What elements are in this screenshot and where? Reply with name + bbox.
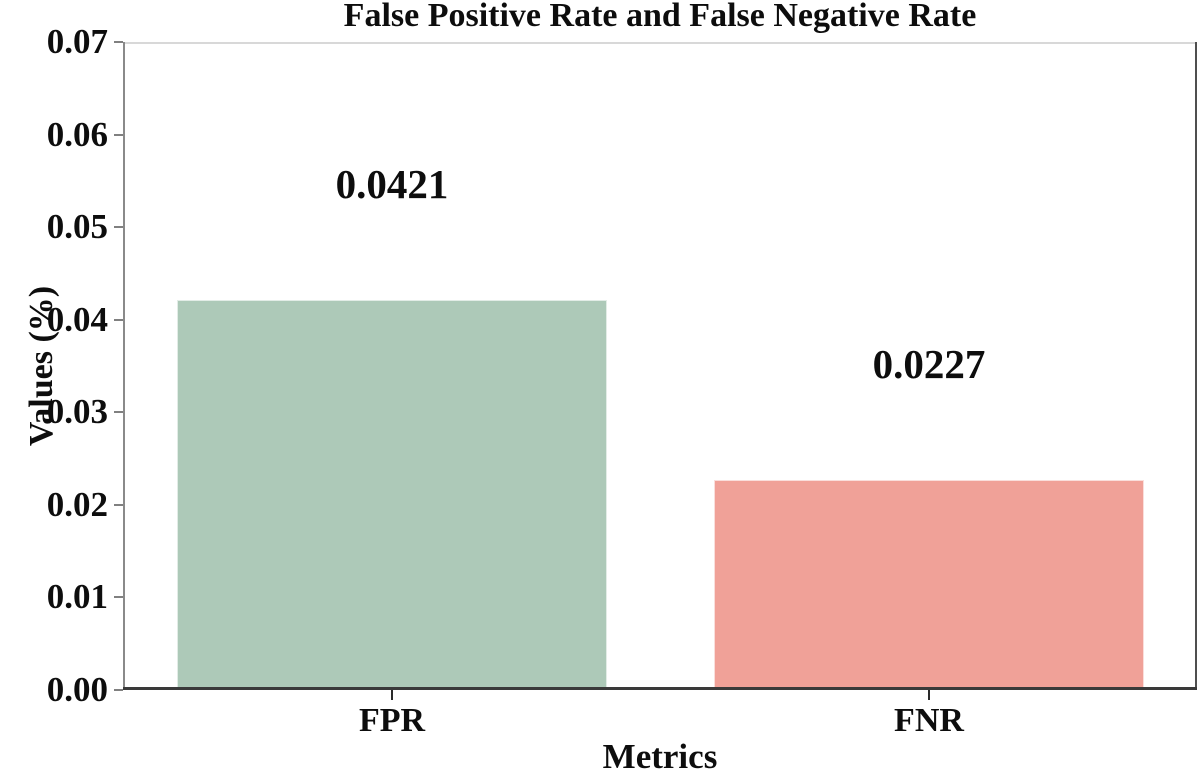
y-tick-0.02 [114,504,123,506]
y-tick-label-0.06: 0.06 [46,115,108,154]
x-tick-fnr [928,690,930,700]
left-spine [123,42,125,690]
right-spine [1195,42,1197,690]
y-tick-label-0.04: 0.04 [46,300,108,339]
x-tick-label-fpr: FPR [358,702,426,739]
y-tick-0.06 [114,134,123,136]
y-tick-label-0.01: 0.01 [46,577,108,616]
x-axis-label: Metrics [602,737,718,773]
chart-title: False Positive Rate and False Negative R… [343,0,977,34]
y-tick-0.07 [114,41,123,43]
y-axis-label: Values (%) [23,285,60,447]
bar-value-label-fpr: 0.0421 [335,161,449,207]
bar-fpr [177,300,607,690]
y-tick-label-0.05: 0.05 [46,207,108,246]
bar-value-label-fnr: 0.0227 [872,341,986,387]
x-tick-label-fnr: FNR [894,702,964,739]
y-tick-label-0.03: 0.03 [46,392,108,431]
y-tick-0.03 [114,411,123,413]
y-tick-0.01 [114,596,123,598]
x-axis-line [123,687,1197,690]
plot-area [123,42,1197,690]
y-tick-label-0.02: 0.02 [46,485,108,524]
y-tick-label-0.07: 0.07 [46,22,108,61]
y-tick-0.04 [114,319,123,321]
bar-fnr [714,480,1144,690]
y-tick-0.00 [114,689,123,691]
y-tick-0.05 [114,226,123,228]
y-tick-label-0.00: 0.00 [46,670,108,709]
x-tick-fpr [391,690,393,700]
top-spine [123,42,1197,44]
